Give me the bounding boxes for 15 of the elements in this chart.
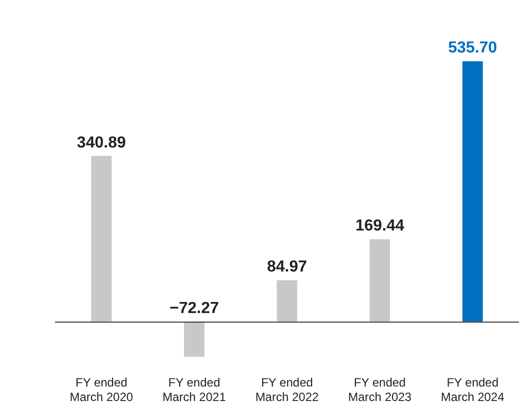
data-label: 340.89	[76, 134, 126, 152]
data-label: 535.70	[448, 40, 498, 57]
bar	[184, 322, 204, 357]
bar	[91, 156, 112, 322]
data-label: −72.27	[170, 300, 219, 318]
x-tick-label: FY ended March 2022	[255, 376, 320, 404]
x-tick-label: FY ended March 2023	[348, 376, 412, 404]
x-tick-label: FY ended March 2024	[440, 376, 505, 404]
data-label: 169.44	[355, 218, 404, 235]
x-tick-label: FY ended March 2020	[70, 376, 134, 404]
data-label: 84.97	[266, 258, 308, 276]
bar	[462, 61, 483, 322]
bar	[370, 239, 390, 322]
x-tick-label: FY ended March 2021	[162, 376, 226, 404]
bar	[276, 280, 298, 322]
